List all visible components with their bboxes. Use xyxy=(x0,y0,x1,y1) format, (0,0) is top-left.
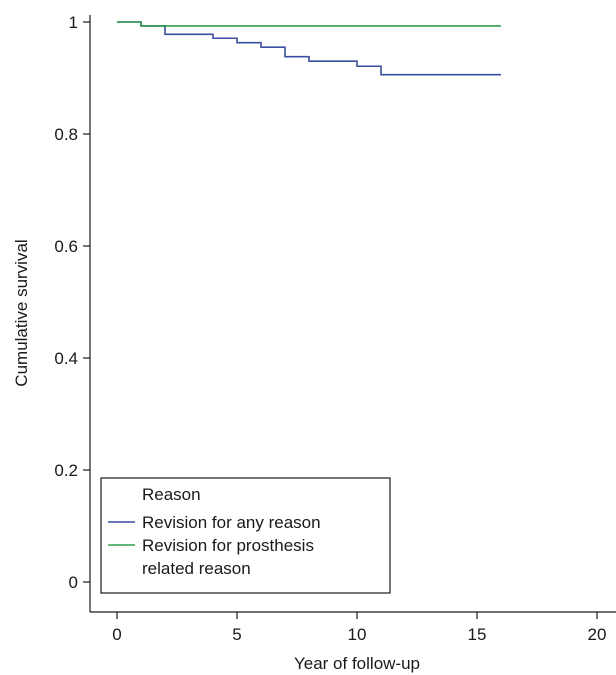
legend-label-prosthesis-line1: Revision for prosthesis xyxy=(142,536,314,555)
legend-label-any-reason: Revision for any reason xyxy=(142,513,321,532)
y-axis-ticks: 0 0.2 0.4 0.6 0.8 1 xyxy=(54,13,90,592)
x-tick-label: 10 xyxy=(348,625,367,644)
y-tick-label: 0 xyxy=(69,573,78,592)
y-tick-label: 0.4 xyxy=(54,349,78,368)
x-axis-title: Year of follow-up xyxy=(294,654,420,673)
x-tick-label: 15 xyxy=(468,625,487,644)
series-line-prosthesis-reason xyxy=(117,21,501,27)
legend-label-prosthesis-line2: related reason xyxy=(142,559,251,578)
y-tick-label: 0.2 xyxy=(54,461,78,480)
y-axis-title: Cumulative survival xyxy=(12,239,31,386)
y-tick-label: 0.8 xyxy=(54,125,78,144)
legend-box xyxy=(100,477,391,594)
legend-label-prosthesis-reason: Revision for prosthesis related reason xyxy=(142,536,319,578)
x-tick-label: 20 xyxy=(588,625,607,644)
x-axis-ticks: 0 5 10 15 20 xyxy=(112,612,606,644)
legend: Reason Revision for any reason Revision … xyxy=(100,477,391,594)
legend-title: Reason xyxy=(142,485,201,504)
y-tick-label: 1 xyxy=(69,13,78,32)
y-tick-label: 0.6 xyxy=(54,237,78,256)
series-layer xyxy=(117,21,501,76)
x-tick-label: 5 xyxy=(232,625,241,644)
series-line-any-reason xyxy=(117,21,501,76)
x-tick-label: 0 xyxy=(112,625,121,644)
